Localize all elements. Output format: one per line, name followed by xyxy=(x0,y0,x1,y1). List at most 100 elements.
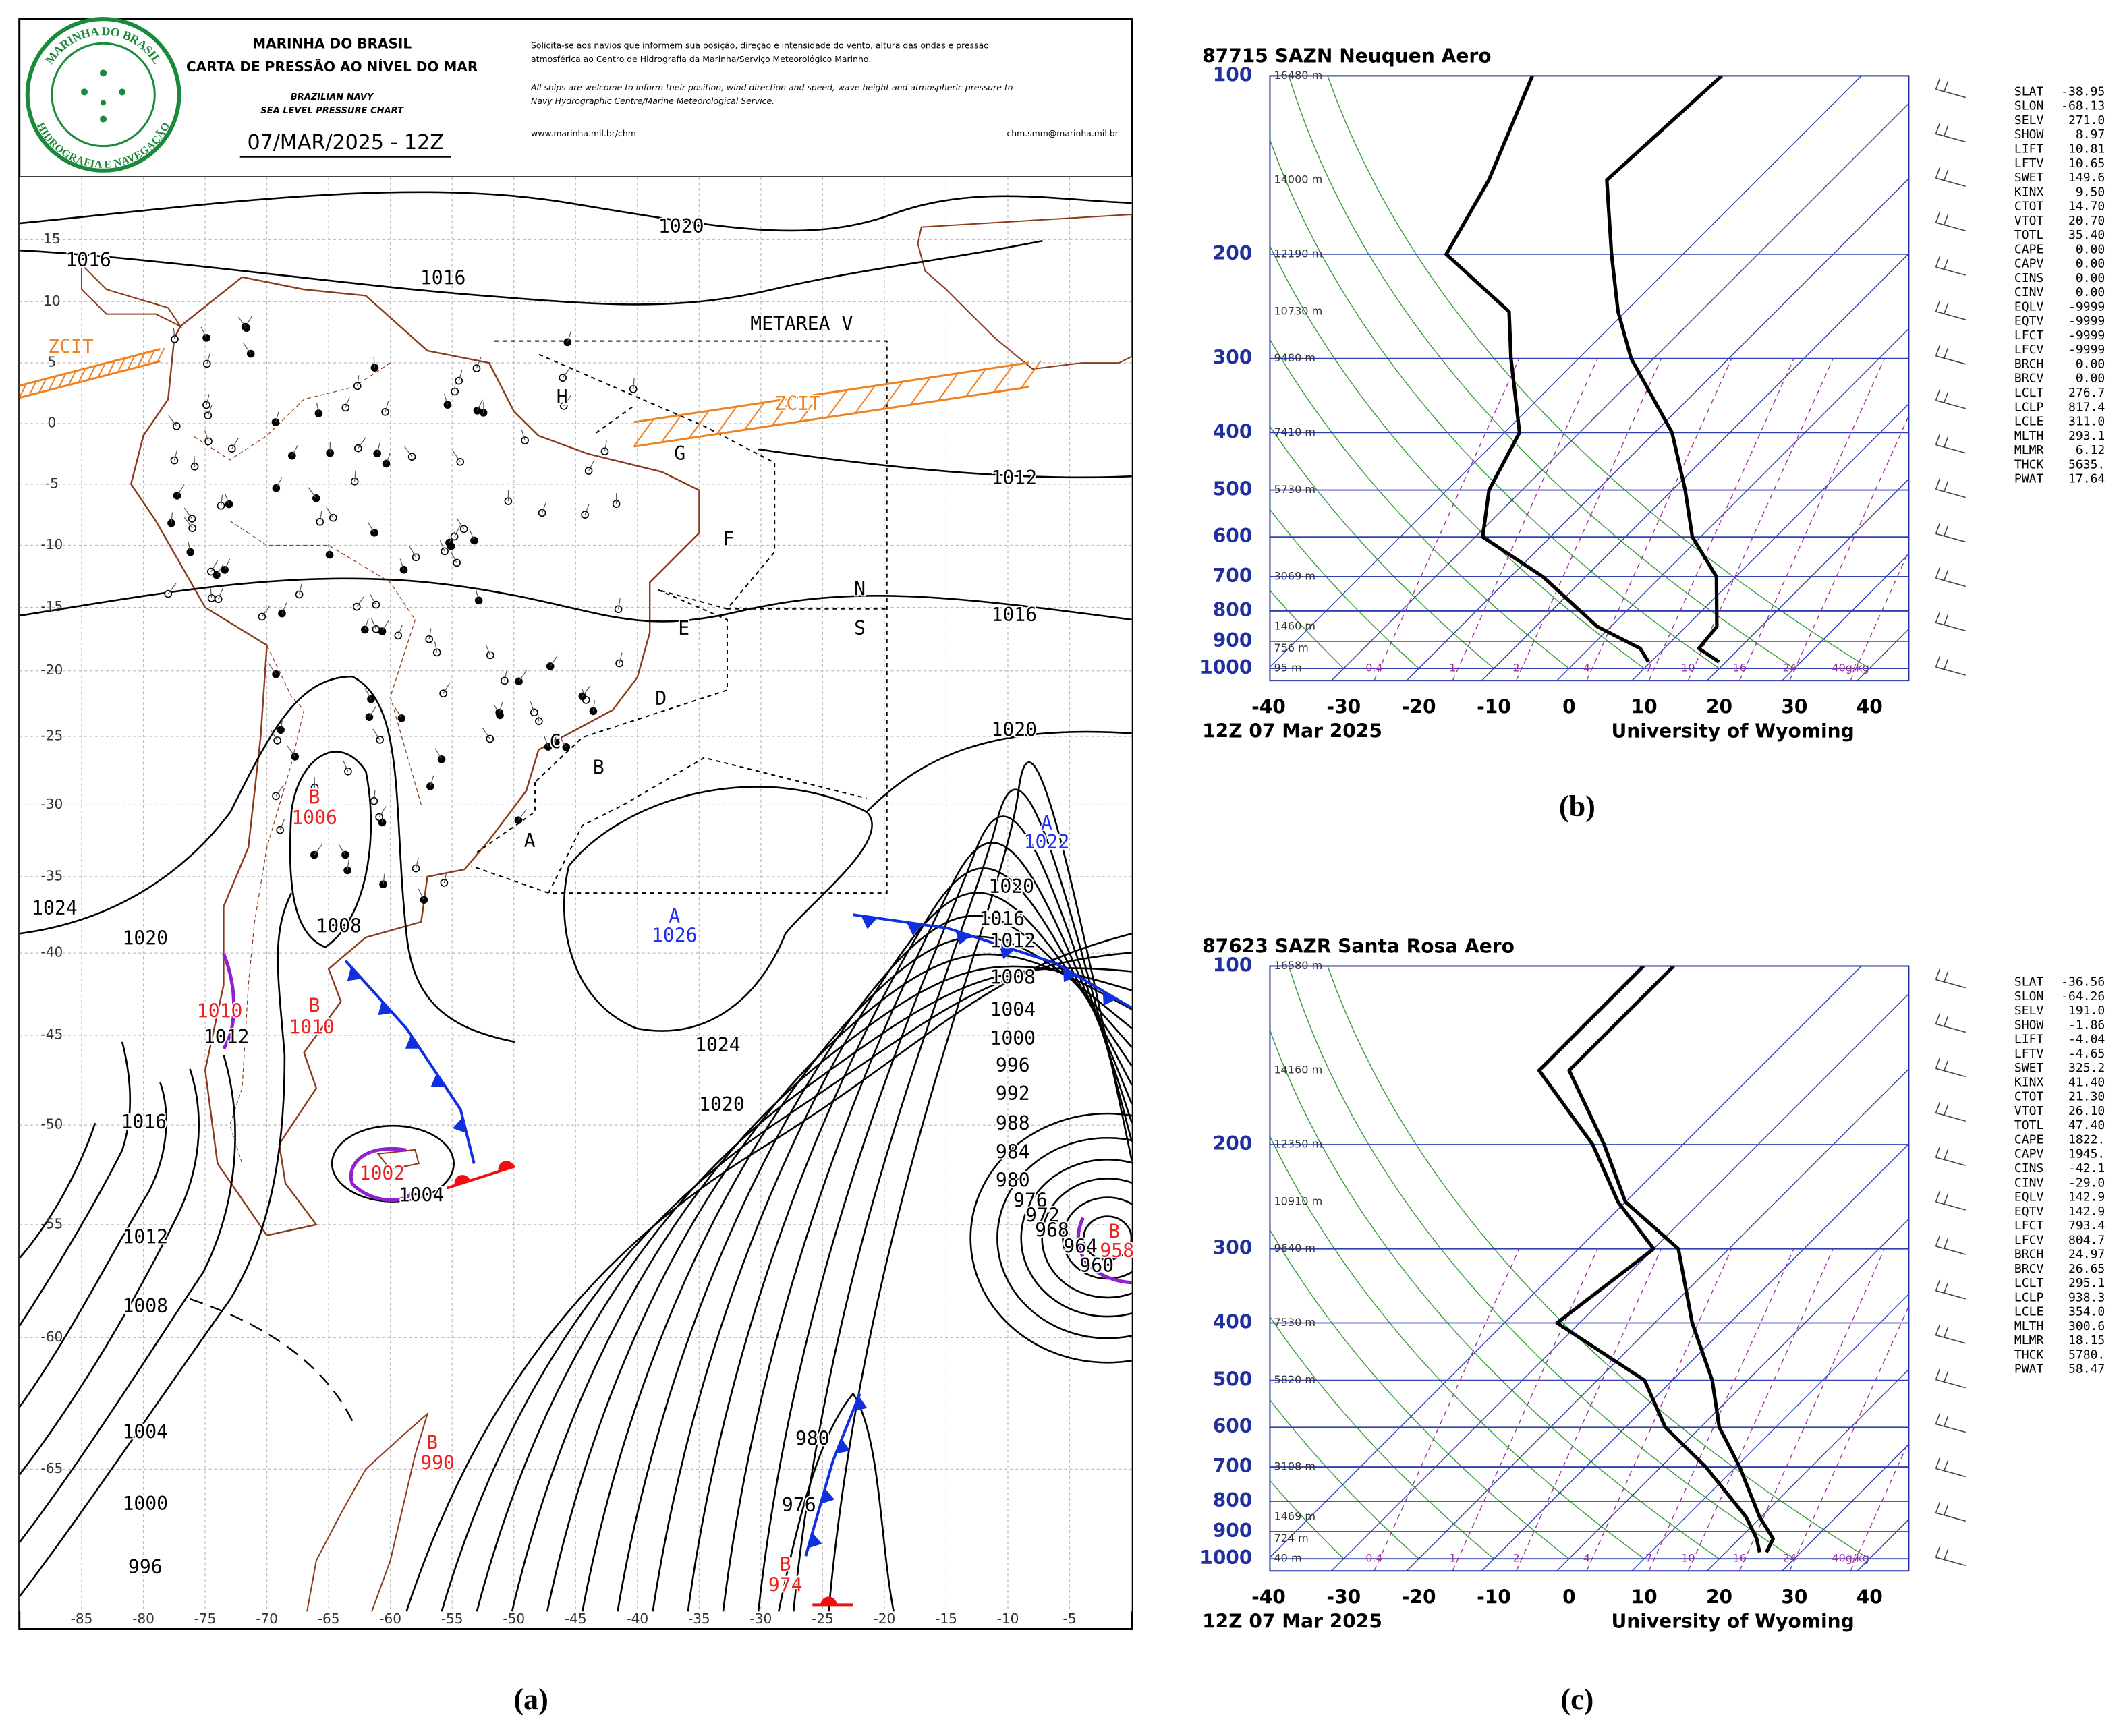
wind-barb xyxy=(1935,88,1966,98)
index-value: 10.81 xyxy=(2068,142,2105,156)
wind-barb xyxy=(1935,1501,1941,1513)
wind-barb xyxy=(1935,478,1941,490)
station-barb xyxy=(452,451,461,463)
lon-tick-label: -75 xyxy=(194,1611,217,1627)
station-barb xyxy=(354,470,356,482)
dry-adiabat xyxy=(1270,1399,1419,1559)
plot-frame xyxy=(1269,75,1910,682)
station xyxy=(432,648,441,657)
x-tick-label: -20 xyxy=(1402,695,1436,718)
index-value: -42.1 xyxy=(2068,1161,2105,1176)
isobar xyxy=(19,239,1043,306)
lon-tick-label: -60 xyxy=(379,1611,401,1627)
lat-tick-label: 15 xyxy=(43,231,61,247)
index-value: 938.3 xyxy=(2068,1290,2105,1304)
isotherm xyxy=(1481,1143,1909,1571)
y-tick-label: 600 xyxy=(1213,525,1253,547)
map-label: 1008 xyxy=(316,915,362,937)
isobar xyxy=(866,730,1132,813)
border xyxy=(229,520,422,805)
wind-barb xyxy=(1943,1193,1949,1205)
lat-tick-label: -20 xyxy=(40,662,63,678)
index-name: MLTH xyxy=(2014,429,2043,443)
wind-barb xyxy=(1943,258,1949,270)
wind-barb xyxy=(1943,169,1949,181)
station-barb xyxy=(430,775,434,787)
isobar xyxy=(563,786,873,1032)
dry-adiabat xyxy=(1327,76,1870,669)
map-label: ZCIT xyxy=(48,336,94,358)
height-label: 95 m xyxy=(1274,662,1301,674)
wind-barb xyxy=(1935,666,1966,676)
station-barb xyxy=(280,719,283,730)
height-label: 10730 m xyxy=(1274,305,1322,318)
index-value: 149.6 xyxy=(2068,171,2105,185)
index-value: 295.1 xyxy=(2068,1276,2105,1290)
map-label: G xyxy=(674,442,685,465)
mixing-ratio-label: 4 xyxy=(1583,1552,1590,1565)
station-barb xyxy=(456,518,465,529)
wind-barb xyxy=(1935,1057,1941,1069)
station-barb xyxy=(518,670,528,682)
isobar xyxy=(546,953,1132,1612)
mixing-ratio-line xyxy=(1648,1248,1794,1571)
map-label: A xyxy=(669,905,680,927)
map-label: 1010 xyxy=(197,1000,243,1022)
station-barb xyxy=(443,871,447,884)
front-symbol xyxy=(430,1073,446,1087)
index-value: 142.9 xyxy=(2068,1205,2105,1219)
isobar xyxy=(19,191,1132,232)
lat-tick-label: -5 xyxy=(45,475,59,491)
map-label: 1016 xyxy=(991,604,1037,626)
wind-barb xyxy=(1943,214,1949,226)
isobar xyxy=(777,1392,895,1612)
station xyxy=(370,528,378,537)
station-barb xyxy=(356,596,365,607)
station-barb xyxy=(200,326,207,339)
itcz-hatch xyxy=(127,355,136,370)
wind-barb xyxy=(1943,1460,1949,1472)
height-label: 40 m xyxy=(1274,1552,1301,1565)
station-barb xyxy=(469,529,475,541)
index-value: 804.7 xyxy=(2068,1233,2105,1247)
itcz-hatch xyxy=(660,414,682,443)
front-symbol xyxy=(405,1035,420,1049)
index-name: VTOT xyxy=(2014,1104,2044,1118)
map-label: B xyxy=(309,786,320,809)
station-barb xyxy=(281,602,287,614)
isobar xyxy=(757,815,1132,1612)
index-name: KINX xyxy=(2014,185,2044,199)
mixing-ratio-label: 2 xyxy=(1512,1552,1519,1565)
index-name: CINV xyxy=(2014,285,2044,299)
wind-barb xyxy=(1935,1101,1941,1113)
index-name: LFCV xyxy=(2014,343,2044,357)
height-label: 7410 m xyxy=(1274,426,1315,438)
wind-barb xyxy=(1943,1416,1949,1427)
map-label: 1024 xyxy=(32,897,78,919)
wind-barb xyxy=(1935,389,1941,401)
mixing-ratio-line xyxy=(1515,1248,1662,1571)
station-barb xyxy=(368,705,376,718)
itcz-hatch xyxy=(48,376,57,390)
station-barb xyxy=(592,700,596,712)
mixing-ratio-label: 10 xyxy=(1681,662,1695,674)
station-barb xyxy=(562,366,571,378)
station-barb xyxy=(177,484,185,496)
station-barb xyxy=(261,606,271,617)
metarea-subdivision xyxy=(476,782,536,853)
isotherm xyxy=(1481,253,1909,681)
notice-pt-line: atmosférica ao Centro de Hidrografia da … xyxy=(531,54,871,64)
isobar xyxy=(828,761,1132,1612)
itcz-hatch xyxy=(992,364,1014,393)
temperature-profile xyxy=(1605,76,1723,664)
index-name: EQLV xyxy=(2014,1190,2044,1205)
footer-right: University of Wyoming xyxy=(1611,1610,1854,1632)
warm-front xyxy=(447,1165,515,1190)
station-barb xyxy=(210,587,213,598)
itcz-hatch xyxy=(67,370,77,386)
station-barb xyxy=(338,844,346,855)
isotherm xyxy=(1556,1218,1909,1571)
station-barb xyxy=(485,644,491,656)
station-barb xyxy=(378,806,387,817)
station xyxy=(214,595,223,604)
